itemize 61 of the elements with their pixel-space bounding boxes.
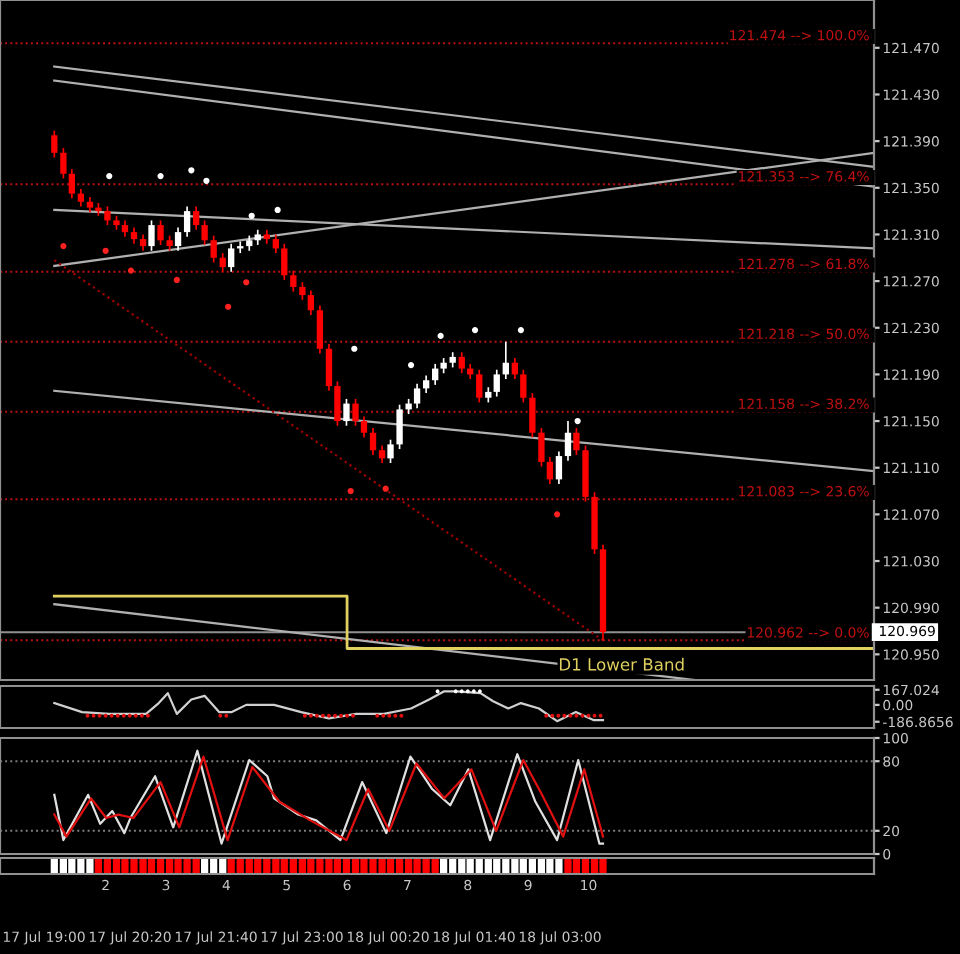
candlestick (325, 343, 333, 392)
point (554, 511, 561, 518)
candlestick (396, 403, 403, 450)
point (102, 247, 109, 254)
candlestick (307, 289, 315, 316)
point (60, 243, 67, 250)
point (382, 485, 389, 492)
candlestick (219, 252, 226, 273)
candlestick (174, 226, 182, 252)
annotation: D1 Lower Band (559, 657, 684, 671)
candlestick (334, 380, 341, 427)
point (225, 303, 232, 310)
candlestick (529, 392, 536, 439)
point (157, 173, 164, 180)
point (173, 276, 180, 284)
candlestick (387, 438, 394, 464)
point (243, 279, 250, 286)
candlestick (582, 444, 589, 503)
candlestick (51, 129, 58, 159)
point (471, 326, 479, 334)
point (106, 173, 113, 180)
candlestick (193, 205, 200, 231)
point (248, 212, 255, 219)
candlestick (352, 398, 359, 427)
candlestick (228, 242, 235, 273)
candlestick (369, 427, 377, 456)
candlestick (104, 205, 111, 226)
candlestick (183, 205, 191, 238)
candlestick (148, 219, 155, 252)
point (407, 361, 415, 369)
point (351, 345, 358, 352)
point (574, 417, 581, 425)
candlestick (564, 420, 572, 462)
candlestick (413, 382, 421, 410)
point (517, 326, 525, 334)
candlestick (360, 415, 368, 439)
point (437, 332, 444, 340)
point (203, 177, 210, 184)
candlestick (210, 234, 217, 264)
line-series (53, 690, 605, 723)
candlestick (538, 427, 545, 468)
point (127, 267, 135, 274)
point (274, 206, 281, 214)
candlestick (546, 456, 554, 485)
candlestick (201, 219, 208, 246)
candlestick (68, 168, 75, 200)
candlestick (60, 147, 67, 180)
candlestick (476, 368, 483, 404)
candlestick (458, 351, 465, 375)
candlestick (520, 368, 527, 404)
candlestick (493, 368, 500, 398)
candlestick (343, 398, 350, 427)
point (188, 167, 195, 174)
candlestick (573, 427, 580, 456)
candlestick (281, 242, 288, 281)
candlestick (316, 304, 324, 355)
candlestick (272, 233, 280, 254)
candlestick (157, 219, 164, 246)
point (347, 487, 354, 495)
candlestick (555, 450, 563, 485)
candlestick (290, 269, 297, 293)
